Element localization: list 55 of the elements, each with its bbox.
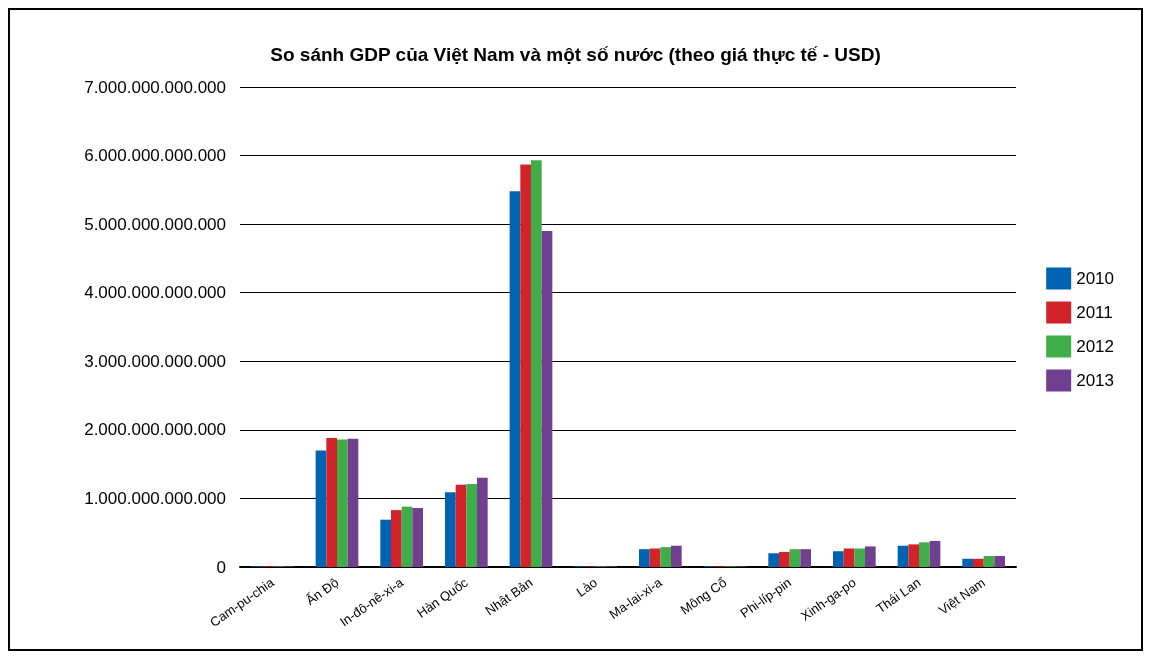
bar bbox=[962, 558, 973, 567]
y-tick-label: 0 bbox=[216, 557, 226, 577]
bar bbox=[391, 510, 402, 567]
bar bbox=[929, 540, 941, 567]
y-tick-label: 7.000.000.000.000 bbox=[84, 77, 226, 97]
bar bbox=[315, 450, 327, 567]
bar bbox=[412, 508, 424, 567]
bar bbox=[768, 553, 779, 567]
bar bbox=[854, 548, 865, 567]
bar bbox=[337, 439, 348, 567]
bar bbox=[973, 558, 984, 567]
legend-label: 2013 bbox=[1076, 371, 1115, 390]
bar bbox=[919, 542, 930, 567]
x-tick-label: Ấn Độ bbox=[303, 574, 342, 608]
bar bbox=[660, 547, 671, 567]
chart-title: So sánh GDP của Việt Nam và một số nước (theo giá thực tế - USD) bbox=[270, 44, 881, 65]
bar bbox=[455, 484, 467, 567]
bar bbox=[401, 506, 413, 567]
bar bbox=[671, 545, 682, 567]
bar bbox=[509, 191, 521, 567]
y-tick-label: 1.000.000.000.000 bbox=[84, 488, 226, 508]
x-tick-label: Nhật Bản bbox=[482, 574, 536, 619]
bar bbox=[897, 545, 909, 567]
x-tick-label: Việt Nam bbox=[935, 574, 988, 618]
bar bbox=[520, 164, 531, 567]
y-tick-label: 3.000.000.000.000 bbox=[84, 351, 226, 371]
bar bbox=[800, 549, 812, 567]
y-tick-label: 4.000.000.000.000 bbox=[84, 283, 226, 303]
legend-label: 2012 bbox=[1076, 337, 1115, 356]
bar bbox=[444, 492, 456, 567]
y-tick-label: 6.000.000.000.000 bbox=[84, 146, 226, 166]
legend-label: 2011 bbox=[1076, 303, 1113, 322]
bar bbox=[779, 551, 790, 567]
x-tick-label: Lào bbox=[573, 574, 600, 600]
bar bbox=[466, 484, 477, 567]
x-tick-label: Hàn Quốc bbox=[414, 574, 472, 621]
y-tick-label: 2.000.000.000.000 bbox=[84, 420, 226, 440]
bar bbox=[477, 477, 488, 567]
bar bbox=[541, 231, 553, 567]
bar bbox=[789, 549, 801, 567]
bar bbox=[843, 548, 855, 567]
bar bbox=[380, 519, 391, 567]
bar bbox=[347, 438, 359, 567]
bar bbox=[531, 160, 542, 567]
bar bbox=[983, 556, 995, 567]
bar bbox=[832, 551, 844, 567]
y-tick-label: 5.000.000.000.000 bbox=[84, 214, 226, 234]
bar bbox=[994, 556, 1006, 567]
x-tick-label: Thái Lan bbox=[873, 574, 924, 617]
legend-label: 2010 bbox=[1076, 269, 1115, 288]
bar bbox=[638, 549, 650, 567]
bar bbox=[908, 544, 919, 567]
bar bbox=[865, 546, 876, 567]
bar bbox=[649, 548, 661, 567]
bar bbox=[326, 438, 337, 567]
